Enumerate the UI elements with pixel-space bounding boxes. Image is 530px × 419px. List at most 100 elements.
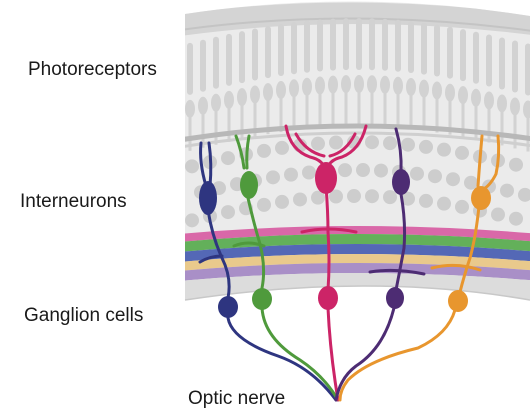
background-cell — [257, 143, 271, 158]
background-cell — [329, 135, 343, 150]
photoreceptor-rod — [304, 20, 310, 73]
background-cell — [338, 163, 352, 178]
background-cell — [185, 213, 199, 228]
photoreceptor-body — [510, 97, 520, 116]
background-cell — [266, 170, 280, 185]
photoreceptor-rod — [408, 21, 414, 74]
photoreceptor-rod — [226, 33, 232, 86]
photoreceptor-body — [185, 99, 195, 118]
photoreceptor-body — [354, 75, 364, 94]
background-cell — [257, 197, 271, 212]
background-cell — [221, 205, 235, 220]
photoreceptor-body — [458, 86, 468, 105]
photoreceptor-rod — [499, 37, 505, 90]
retina-layers — [185, 1, 530, 301]
background-cell — [284, 167, 298, 182]
purple-neuron — [334, 127, 426, 402]
photoreceptor-body — [237, 88, 247, 107]
photoreceptor-rod — [187, 42, 193, 95]
photoreceptor-body — [328, 75, 338, 94]
photoreceptor-rod — [447, 26, 453, 79]
label-interneurons: Interneurons — [20, 191, 127, 212]
background-cell — [311, 136, 325, 151]
background-cell — [437, 196, 451, 211]
photoreceptor-body — [497, 94, 507, 113]
photoreceptor-body — [198, 96, 208, 115]
background-cell — [437, 142, 451, 157]
background-cell — [455, 145, 469, 160]
background-cell — [221, 151, 235, 166]
background-cell — [275, 194, 289, 209]
background-cell — [302, 165, 316, 180]
photoreceptor-body — [380, 75, 390, 94]
background-cell — [428, 169, 442, 184]
background-cell — [464, 175, 478, 190]
navy-neuron — [198, 141, 338, 402]
orange-neuron — [338, 134, 501, 402]
photoreceptor-rod — [356, 18, 362, 71]
photoreceptor-body — [276, 81, 286, 100]
background-cell — [329, 189, 343, 204]
photoreceptor-rod — [291, 22, 297, 75]
photoreceptor-rod — [525, 43, 530, 96]
photoreceptor-rod — [460, 29, 466, 82]
background-cell — [518, 187, 530, 202]
photoreceptor-body — [419, 79, 429, 98]
background-cell — [419, 139, 433, 154]
photoreceptor-rod — [213, 36, 219, 89]
photoreceptor-rod — [252, 28, 258, 81]
photoreceptor-rod — [512, 40, 518, 93]
photoreceptor-rod — [278, 24, 284, 77]
photoreceptor-rod — [395, 19, 401, 72]
background-cell — [401, 191, 415, 206]
photoreceptor-rod — [330, 18, 336, 71]
label-optic-nerve: Optic nerve — [188, 388, 286, 409]
photoreceptor-rod — [434, 24, 440, 77]
photoreceptor-body — [341, 75, 351, 94]
label-photoreceptors: Photoreceptors — [28, 59, 157, 80]
magenta-neuron — [284, 124, 368, 402]
photoreceptor-body — [471, 88, 481, 107]
photoreceptor-rod — [369, 18, 375, 71]
background-cell — [500, 183, 514, 198]
background-cell — [509, 157, 523, 172]
photoreceptor-body — [406, 78, 416, 97]
background-cell — [455, 199, 469, 214]
background-cell — [491, 207, 505, 222]
background-cell — [311, 190, 325, 205]
background-cell — [275, 140, 289, 155]
background-cell — [383, 136, 397, 151]
background-cell — [293, 192, 307, 207]
background-cell — [374, 163, 388, 178]
background-cell — [419, 193, 433, 208]
photoreceptor-body — [523, 100, 530, 119]
background-cell — [185, 159, 199, 174]
photoreceptor-body — [224, 90, 234, 109]
photoreceptor-rod — [239, 31, 245, 84]
photoreceptor-rod — [382, 18, 388, 71]
photoreceptor-rod — [473, 31, 479, 84]
photoreceptor-body — [484, 91, 494, 110]
background-cell — [365, 135, 379, 150]
background-cell — [410, 166, 424, 181]
photoreceptor-rod — [200, 39, 206, 92]
photoreceptor-body — [432, 81, 442, 100]
background-cell — [509, 211, 523, 226]
photoreceptor-body — [263, 83, 273, 102]
background-cell — [446, 172, 460, 187]
photoreceptor-body — [302, 77, 312, 96]
photoreceptor-rod — [317, 19, 323, 72]
background-cell — [401, 137, 415, 152]
photoreceptor-rod — [343, 18, 349, 71]
photoreceptor-rod — [265, 26, 271, 79]
photoreceptor-layer — [185, 18, 530, 152]
background-cell — [383, 190, 397, 205]
photoreceptor-body — [211, 93, 221, 112]
photoreceptor-body — [367, 75, 377, 94]
photoreceptor-body — [315, 76, 325, 95]
background-cell — [347, 189, 361, 204]
background-cell — [356, 163, 370, 178]
inner-plexiform-bands — [185, 226, 530, 300]
photoreceptor-body — [289, 79, 299, 98]
